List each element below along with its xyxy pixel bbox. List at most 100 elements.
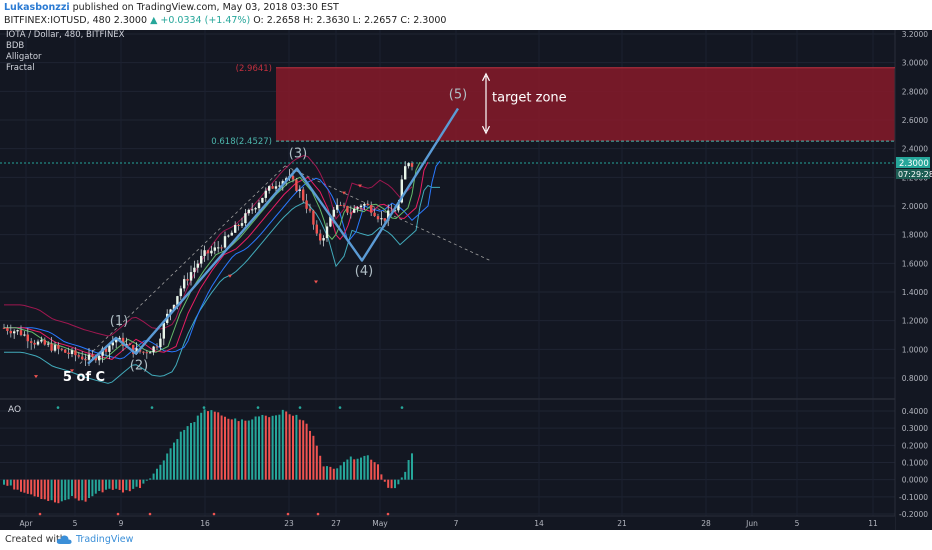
ao-bar: [207, 411, 209, 480]
ao-bar: [241, 419, 243, 480]
candle-body: [108, 345, 111, 352]
ao-bar: [302, 420, 305, 480]
candle-body: [206, 250, 210, 254]
ao-bar: [247, 420, 250, 480]
countdown-value: 07:29:28: [898, 170, 932, 179]
ao-bar: [43, 479, 46, 500]
candle-body: [81, 356, 84, 360]
legend-fractal[interactable]: Fractal: [6, 63, 35, 73]
ao-bar: [200, 412, 203, 480]
author-link[interactable]: Lukasbonzzi: [4, 2, 70, 13]
ao-bar: [37, 479, 39, 497]
ao-bar: [390, 479, 393, 489]
candle-body: [308, 208, 312, 211]
ao-bar: [16, 479, 19, 490]
ao-bar: [281, 409, 284, 480]
candle-body: [244, 213, 247, 224]
ao-bar: [145, 479, 148, 481]
publish-header: Lukasbonzzi published on TradingView.com…: [0, 0, 932, 30]
legend-bdb[interactable]: BDB: [6, 41, 24, 51]
time-tick-label: 5: [73, 519, 78, 528]
candle-body: [77, 355, 80, 357]
ao-bar: [125, 479, 128, 491]
candle-body: [278, 185, 281, 187]
ao-bar: [57, 479, 60, 504]
candle-body: [268, 186, 271, 191]
candle-body: [176, 296, 179, 305]
ao-bar: [275, 415, 277, 480]
candle-body: [183, 279, 186, 289]
candle-body: [363, 203, 366, 206]
ao-bar: [88, 479, 90, 499]
ao-dot: [150, 406, 154, 409]
candle-body: [33, 342, 36, 345]
candle-body: [329, 216, 332, 227]
candle-body: [111, 342, 114, 346]
created-with-text: Created with: [5, 534, 66, 545]
candle-body: [370, 205, 373, 213]
ao-bar: [292, 415, 294, 480]
ao-bar: [9, 479, 12, 486]
candle-body: [30, 341, 33, 343]
candle-body: [254, 208, 257, 210]
candle-body: [60, 348, 63, 350]
ao-bar: [152, 473, 155, 480]
candle-body: [373, 212, 376, 217]
candle-body: [366, 203, 369, 206]
candle-body: [128, 343, 131, 345]
time-axis-ticks: Apr 5 9 16 23 27 May 7 14 21 28 Jun 5 11: [20, 519, 878, 528]
ao-bar: [394, 479, 396, 489]
candle-body: [251, 209, 254, 211]
candle-body: [227, 235, 230, 237]
ao-bar: [33, 479, 36, 497]
ao-bar: [322, 466, 325, 480]
candle-body: [393, 210, 397, 212]
ao-bar: [254, 416, 257, 480]
ao-bar: [77, 479, 80, 501]
ao-bar: [271, 415, 274, 480]
candle-body: [149, 352, 152, 354]
time-tick-label: Jun: [745, 519, 758, 528]
ao-bar: [26, 479, 29, 494]
ao-bar: [227, 418, 230, 480]
ao-dot: [316, 512, 320, 516]
ao-bar: [91, 479, 94, 497]
price-scale[interactable]: [895, 30, 932, 530]
candle-body: [169, 309, 172, 314]
ao-bar: [186, 426, 189, 480]
price-chart[interactable]: 5 of C (1) (2) (3) (4) (5) target zone 0.618(…: [0, 30, 932, 530]
ao-bar: [173, 442, 175, 480]
price-tick-label: 1.2000: [902, 317, 928, 326]
ao-dot: [386, 512, 390, 516]
candle-body: [339, 204, 342, 206]
fractal-marker: [342, 191, 346, 195]
time-tick-label: 21: [617, 519, 627, 528]
time-axis[interactable]: [0, 516, 895, 530]
target-zone-label: target zone: [492, 90, 567, 105]
ao-bar: [20, 479, 22, 492]
ao-bar: [115, 479, 118, 489]
ao-bar: [156, 468, 158, 480]
candle-body: [162, 322, 165, 339]
ao-bar: [312, 435, 315, 480]
candle-body: [172, 304, 176, 310]
ao-tick-label: 0.4000: [902, 407, 928, 416]
ao-bar: [47, 479, 50, 501]
ao-bar: [81, 479, 84, 501]
ao-dot: [286, 512, 290, 516]
ao-dot: [56, 406, 60, 409]
candle-body: [376, 216, 380, 220]
legend-alligator[interactable]: Alligator: [6, 52, 42, 62]
ao-dot: [212, 512, 216, 516]
candle-body: [298, 189, 301, 191]
candle-body: [390, 210, 393, 212]
candle-body: [196, 263, 199, 268]
ao-axis-ticks: 0.4000 0.3000 0.2000 0.1000 0.0000 -0.1000 -0.…: [899, 407, 928, 519]
tradingview-brand[interactable]: TradingView: [76, 534, 134, 545]
candle-body: [145, 352, 148, 354]
ao-bar: [40, 479, 43, 500]
candle-body: [135, 348, 138, 354]
time-tick-label: 23: [284, 519, 294, 528]
candle-body: [115, 339, 118, 343]
ao-bar: [383, 479, 386, 482]
